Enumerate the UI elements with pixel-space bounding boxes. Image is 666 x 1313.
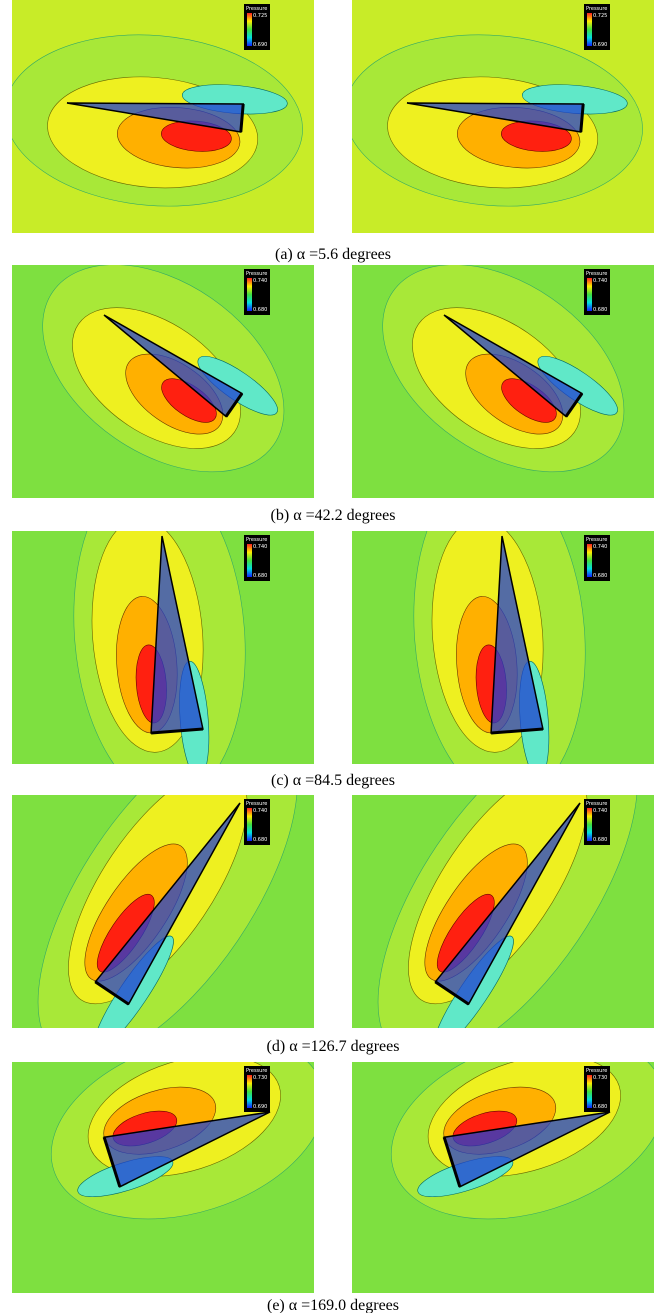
legend-max: 0.730 xyxy=(253,1075,267,1081)
caption: (d) α =126.7 degrees xyxy=(0,1038,666,1056)
legend-max: 0.740 xyxy=(253,544,267,550)
caption: (b) α =42.2 degrees xyxy=(0,507,666,525)
legend-title: Pressure xyxy=(246,6,267,12)
legend-max: 0.740 xyxy=(593,278,607,284)
legend-title: Pressure xyxy=(586,537,607,543)
legend-title: Pressure xyxy=(246,537,267,543)
legend-bar xyxy=(247,808,252,841)
legend-min: 0.690 xyxy=(253,1104,267,1110)
legend-min: 0.690 xyxy=(253,42,267,48)
legend-bar xyxy=(247,544,252,577)
caption: (c) α =84.5 degrees xyxy=(0,772,666,790)
legend-bar xyxy=(587,1075,592,1108)
legend-title: Pressure xyxy=(246,801,267,807)
caption: (e) α =169.0 degrees xyxy=(0,1297,666,1313)
legend-max: 0.740 xyxy=(593,808,607,814)
legend-max: 0.740 xyxy=(593,544,607,550)
legend-min: 0.680 xyxy=(253,573,267,579)
legend-title: Pressure xyxy=(586,1068,607,1074)
legend-title: Pressure xyxy=(246,271,267,277)
legend-bar xyxy=(587,808,592,841)
legend-title: Pressure xyxy=(586,6,607,12)
legend-min: 0.680 xyxy=(593,1104,607,1110)
legend-title: Pressure xyxy=(246,1068,267,1074)
legend-min: 0.690 xyxy=(593,42,607,48)
legend-min: 0.680 xyxy=(593,573,607,579)
legend-min: 0.680 xyxy=(253,307,267,313)
legend-max: 0.725 xyxy=(253,13,267,19)
legend-max: 0.725 xyxy=(593,13,607,19)
legend-bar xyxy=(247,13,252,46)
legend-max: 0.730 xyxy=(593,1075,607,1081)
legend-min: 0.680 xyxy=(593,837,607,843)
legend-max: 0.740 xyxy=(253,278,267,284)
legend-min: 0.680 xyxy=(593,307,607,313)
legend-bar xyxy=(587,13,592,46)
legend-bar xyxy=(587,278,592,311)
legend-title: Pressure xyxy=(586,801,607,807)
legend-bar xyxy=(587,544,592,577)
caption: (a) α =5.6 degrees xyxy=(0,246,666,264)
legend-max: 0.740 xyxy=(253,808,267,814)
figure: (a) α =5.6 degreesPressure0.7250.690Pres… xyxy=(0,0,666,1313)
legend-bar xyxy=(247,278,252,311)
legend-title: Pressure xyxy=(586,271,607,277)
legend-bar xyxy=(247,1075,252,1108)
legend-min: 0.680 xyxy=(253,837,267,843)
